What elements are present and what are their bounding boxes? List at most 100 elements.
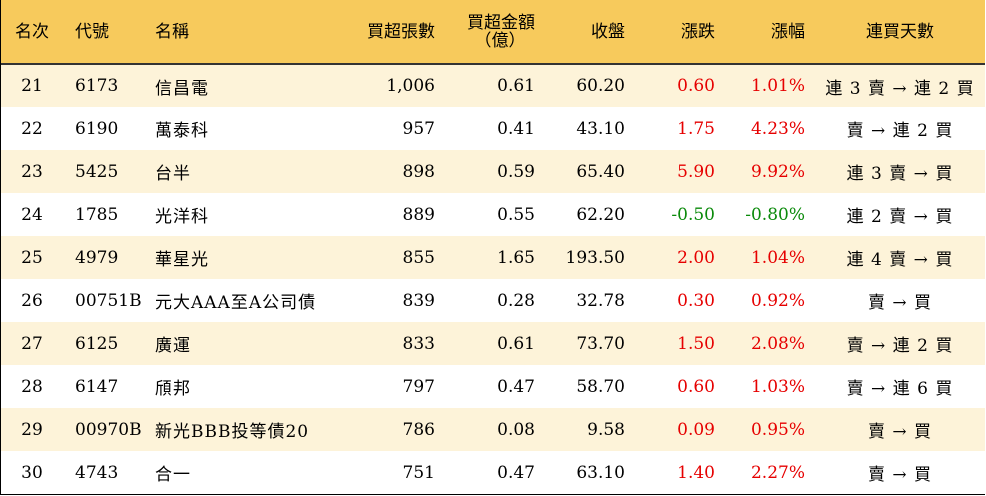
consecutive-days-cell: 賣 → 買 bbox=[867, 465, 933, 485]
close-cell: 9.58 bbox=[587, 419, 625, 440]
header-close: 收盤 bbox=[545, 0, 635, 65]
close-cell: 65.40 bbox=[576, 161, 625, 182]
change-cell: 0.30 bbox=[677, 290, 715, 311]
header-net-buy-amount: 買超金額 （億） bbox=[445, 0, 545, 65]
change-pct-cell: 4.23% bbox=[750, 118, 805, 139]
net-buy-lots-cell: 751 bbox=[402, 462, 435, 483]
consecutive-days-cell: 連 4 賣 → 買 bbox=[846, 250, 954, 270]
header-consecutive-days: 連買天數 bbox=[815, 0, 985, 65]
table-header: 名次 代號 名稱 買超張數 買超金額 （億） 收盤 漲跌 漲幅 連買天數 bbox=[1, 0, 985, 65]
name-cell: 元大AAA至A公司債 bbox=[155, 293, 317, 313]
table-body: 21 6173 信昌電 1,006 0.61 60.20 0.60 1.01% 連 3 賣 → … bbox=[1, 64, 985, 494]
rank-cell: 26 bbox=[21, 290, 43, 311]
rank-cell: 22 bbox=[21, 118, 43, 139]
change-pct-cell: 1.04% bbox=[750, 247, 805, 268]
rank-cell: 27 bbox=[21, 333, 43, 354]
change-pct-cell: -0.80% bbox=[745, 204, 805, 225]
rank-cell: 29 bbox=[21, 419, 43, 440]
code-cell: 6125 bbox=[75, 333, 119, 354]
change-cell: 0.60 bbox=[677, 76, 715, 96]
table-row: 24 1785 光洋科 889 0.55 62.20 -0.50 -0.80% 連 2 賣 → … bbox=[1, 193, 985, 236]
close-cell: 63.10 bbox=[576, 462, 625, 483]
table-row: 21 6173 信昌電 1,006 0.61 60.20 0.60 1.01% 連 3 賣 → … bbox=[1, 64, 985, 107]
name-cell: 華星光 bbox=[155, 250, 209, 270]
code-cell: 00970B bbox=[75, 419, 142, 440]
net-buy-amount-cell: 0.47 bbox=[497, 376, 535, 397]
net-buy-amount-cell: 0.47 bbox=[497, 462, 535, 483]
close-cell: 60.20 bbox=[576, 76, 625, 96]
code-cell: 6190 bbox=[75, 118, 119, 139]
net-buy-lots-cell: 839 bbox=[402, 290, 435, 311]
change-cell: -0.50 bbox=[671, 204, 715, 225]
net-buy-amount-cell: 0.61 bbox=[497, 76, 535, 96]
header-row: 名次 代號 名稱 買超張數 買超金額 （億） 收盤 漲跌 漲幅 連買天數 bbox=[1, 0, 985, 65]
code-cell: 1785 bbox=[75, 204, 119, 225]
name-cell: 信昌電 bbox=[155, 78, 209, 99]
change-pct-cell: 2.08% bbox=[750, 333, 805, 354]
change-cell: 0.60 bbox=[677, 376, 715, 397]
close-cell: 43.10 bbox=[576, 118, 625, 139]
net-buy-lots-cell: 957 bbox=[402, 118, 435, 139]
header-net-buy-lots: 買超張數 bbox=[327, 0, 445, 65]
net-buy-lots-cell: 889 bbox=[402, 204, 435, 225]
close-cell: 73.70 bbox=[576, 333, 625, 354]
consecutive-days-cell: 賣 → 連 2 買 bbox=[846, 336, 954, 356]
net-buy-amount-cell: 1.65 bbox=[497, 247, 535, 268]
change-cell: 1.75 bbox=[677, 118, 715, 139]
net-buy-lots-cell: 797 bbox=[402, 376, 435, 397]
code-cell: 5425 bbox=[75, 161, 119, 182]
change-cell: 0.09 bbox=[677, 419, 715, 440]
table-row: 26 00751B 元大AAA至A公司債 839 0.28 32.78 0.30 0.92% 賣… bbox=[1, 279, 985, 322]
change-pct-cell: 0.95% bbox=[750, 419, 805, 440]
name-cell: 廣運 bbox=[155, 336, 191, 356]
header-code: 代號 bbox=[63, 0, 147, 65]
rank-cell: 25 bbox=[21, 247, 43, 268]
name-cell: 台半 bbox=[155, 164, 191, 184]
rank-cell: 21 bbox=[21, 76, 43, 96]
change-cell: 1.50 bbox=[677, 333, 715, 354]
name-cell: 萬泰科 bbox=[155, 121, 209, 141]
rank-cell: 24 bbox=[21, 204, 43, 225]
net-buy-lots-cell: 786 bbox=[402, 419, 435, 440]
table-row: 27 6125 廣運 833 0.61 73.70 1.50 2.08% 賣 → 連 2 買 bbox=[1, 322, 985, 365]
change-cell: 1.40 bbox=[677, 462, 715, 483]
code-cell: 4979 bbox=[75, 247, 119, 268]
change-pct-cell: 0.92% bbox=[750, 290, 805, 311]
net-buy-amount-cell: 0.61 bbox=[497, 333, 535, 354]
header-rank: 名次 bbox=[1, 0, 63, 65]
table-row: 30 4743 合一 751 0.47 63.10 1.40 2.27% 賣 → 買 bbox=[1, 451, 985, 494]
name-cell: 光洋科 bbox=[155, 207, 209, 227]
consecutive-days-cell: 賣 → 連 6 買 bbox=[846, 379, 954, 399]
change-pct-cell: 1.01% bbox=[750, 76, 805, 96]
header-name: 名稱 bbox=[147, 0, 327, 65]
header-net-buy-amount-line1: 買超金額 bbox=[467, 12, 535, 33]
rank-cell: 23 bbox=[21, 161, 43, 182]
net-buy-lots-cell: 1,006 bbox=[386, 76, 435, 96]
table-row: 23 5425 台半 898 0.59 65.40 5.90 9.92% 連 3 賣 → 買 bbox=[1, 150, 985, 193]
net-buy-amount-cell: 0.28 bbox=[497, 290, 535, 311]
header-change: 漲跌 bbox=[635, 0, 725, 65]
name-cell: 合一 bbox=[155, 465, 191, 485]
code-cell: 4743 bbox=[75, 462, 119, 483]
consecutive-days-cell: 賣 → 買 bbox=[867, 293, 933, 313]
rank-cell: 30 bbox=[21, 462, 43, 483]
consecutive-days-cell: 賣 → 連 2 買 bbox=[846, 121, 954, 141]
change-cell: 2.00 bbox=[677, 247, 715, 268]
net-buy-amount-cell: 0.55 bbox=[497, 204, 535, 225]
consecutive-days-cell: 連 2 賣 → 買 bbox=[846, 207, 954, 227]
net-buy-lots-cell: 855 bbox=[402, 247, 435, 268]
close-cell: 193.50 bbox=[565, 247, 625, 268]
change-pct-cell: 1.03% bbox=[750, 376, 805, 397]
net-buy-amount-cell: 0.59 bbox=[497, 161, 535, 182]
table-row: 22 6190 萬泰科 957 0.41 43.10 1.75 4.23% 賣 → 連 2 買 bbox=[1, 107, 985, 150]
consecutive-days-cell: 連 3 賣 → 連 2 買 bbox=[825, 78, 975, 99]
close-cell: 62.20 bbox=[576, 204, 625, 225]
net-buy-lots-cell: 898 bbox=[402, 161, 435, 182]
table-row: 25 4979 華星光 855 1.65 193.50 2.00 1.04% 連 4 賣 → 買 bbox=[1, 236, 985, 279]
table-row: 28 6147 頎邦 797 0.47 58.70 0.60 1.03% 賣 → 連 6 買 bbox=[1, 365, 985, 408]
header-change-pct: 漲幅 bbox=[725, 0, 815, 65]
consecutive-days-cell: 連 3 賣 → 買 bbox=[846, 164, 954, 184]
rank-cell: 28 bbox=[21, 376, 43, 397]
